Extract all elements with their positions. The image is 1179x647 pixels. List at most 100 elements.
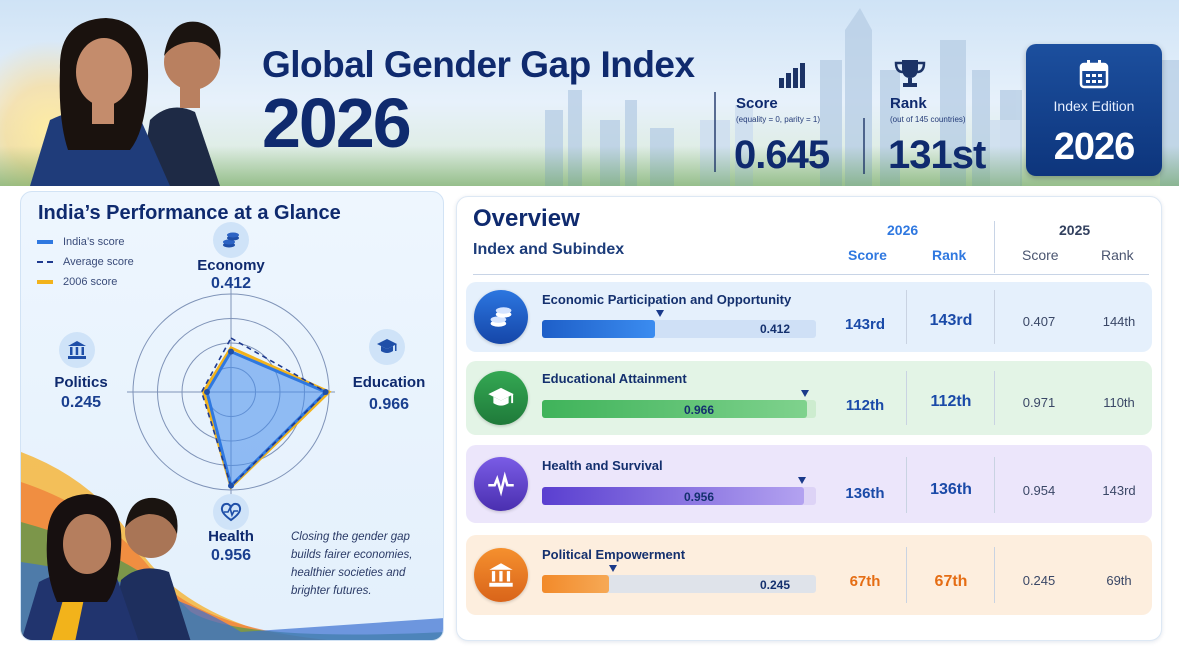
legend-swatch-india	[37, 240, 53, 244]
rank-label: Rank	[890, 95, 927, 112]
average-marker	[656, 310, 664, 317]
score-bar-value: 0.245	[760, 578, 791, 592]
row-icon-badge	[474, 290, 528, 344]
rank-2026: 112th	[930, 393, 972, 410]
subindex-name: Economic Participation and Opportunity	[542, 292, 792, 307]
score-bar-track	[542, 400, 816, 418]
row-divider	[906, 547, 907, 603]
axis-value-politics: 0.245	[60, 394, 102, 411]
glance-title: India’s Performance at a Glance	[38, 202, 341, 224]
legend-item-2006: 2006 score	[37, 272, 134, 292]
header-column-divider	[994, 221, 995, 273]
row-divider	[994, 457, 995, 513]
score-bar-fill	[542, 320, 655, 338]
score-bar-track	[542, 487, 816, 505]
score-label: Score	[736, 95, 778, 112]
edition-label: Index Edition	[1053, 98, 1135, 114]
radar-legend: India’s score Average score 2006 score	[37, 232, 134, 292]
overview-title: Overview	[473, 205, 580, 232]
rank-2025: 143rd	[1102, 483, 1136, 498]
parliament-icon	[489, 563, 513, 587]
column-year-2025: 2025	[1059, 222, 1091, 238]
radar-point-economy	[228, 348, 234, 355]
radar-point-politics	[203, 389, 210, 395]
parliament-icon	[68, 341, 86, 359]
radar-chart	[127, 288, 335, 496]
average-marker	[609, 565, 617, 572]
axis-label-health: Health	[208, 528, 254, 545]
axis-value-education: 0.966	[368, 396, 410, 413]
score-bar-value: 0.966	[684, 403, 715, 417]
heart-pulse-icon	[488, 471, 514, 497]
performance-glance-panel: India’s Performance at a Glance India’s …	[20, 191, 444, 641]
average-marker	[801, 390, 809, 397]
score-bar-value: 0.412	[760, 322, 791, 336]
header-rule	[473, 274, 1149, 275]
header-divider	[714, 92, 716, 172]
subindex-name: Political Empowerment	[542, 547, 686, 562]
row-divider	[906, 457, 907, 513]
trophy-icon	[894, 60, 926, 87]
legend-swatch-average	[37, 261, 53, 263]
professionals-illustration	[30, 18, 221, 186]
rank-2025: 144th	[1102, 314, 1136, 329]
score-rank-2026: 143rd	[844, 316, 886, 333]
score-2025: 0.971	[1022, 395, 1056, 410]
table-row[interactable]: Health and Survival 0.956 136th 136th 0.…	[466, 445, 1152, 523]
column-rank-2026: Rank	[932, 247, 967, 263]
coins-icon	[490, 307, 512, 327]
overview-panel: Overview Index and Subindex 2026 2025 Sc…	[456, 196, 1162, 641]
score-rank-2026: 112th	[845, 397, 885, 414]
overall-rank-value: 131st	[888, 133, 986, 177]
row-divider	[994, 371, 995, 425]
subindex-name: Health and Survival	[542, 458, 663, 473]
overall-score-value: 0.645	[734, 133, 830, 177]
row-icon-badge	[474, 548, 528, 602]
table-row[interactable]: Economic Participation and Opportunity 0…	[466, 282, 1152, 352]
closing-quote: Closing the gender gap builds fairer eco…	[291, 531, 413, 597]
legend-label-2006: 2006 score	[63, 276, 118, 288]
graduates-illustration	[21, 494, 191, 640]
legend-label-average: Average score	[63, 256, 134, 268]
column-rank-2025: Rank	[1101, 247, 1134, 263]
edition-year: 2026	[1053, 126, 1136, 168]
rank-note: (out of 145 countries)	[890, 115, 966, 124]
overview-subtitle: Index and Subindex	[473, 241, 625, 258]
score-note: (equality = 0, parity = 1)	[736, 115, 821, 124]
score-bar-track	[542, 575, 816, 593]
legend-label-india: India’s score	[63, 236, 125, 248]
table-row[interactable]: Political Empowerment 0.245 67th 67th 0.…	[466, 535, 1152, 615]
score-bar-track	[542, 320, 816, 338]
row-divider	[994, 547, 995, 603]
row-divider	[994, 290, 995, 344]
legend-item-average: Average score	[37, 252, 134, 272]
graduation-cap-icon	[377, 339, 397, 353]
axis-label-politics: Politics	[54, 374, 108, 391]
politics-icon-badge	[59, 332, 95, 368]
column-score-2026: Score	[848, 247, 887, 263]
graduation-cap-icon	[488, 387, 514, 406]
health-icon-badge	[213, 494, 249, 530]
axis-value-health: 0.956	[210, 547, 252, 564]
score-bar-fill	[542, 400, 807, 418]
score-bar-value: 0.956	[684, 490, 715, 504]
index-edition-card: Index Edition 2026	[1026, 44, 1162, 176]
column-year-2026: 2026	[887, 222, 919, 238]
radar-point-education	[322, 389, 329, 395]
table-row[interactable]: Educational Attainment 0.966 112th 112th…	[466, 361, 1152, 435]
row-divider	[906, 290, 907, 344]
row-icon-badge	[474, 371, 528, 425]
legend-swatch-2006	[37, 280, 53, 284]
rank-2026: 143rd	[929, 312, 973, 329]
rank-2025: 110th	[1103, 395, 1135, 410]
rank-2026: 67th	[934, 573, 968, 590]
rank-2026: 136th	[930, 481, 972, 498]
score-rank-2026: 136th	[845, 485, 885, 502]
score-2025: 0.245	[1022, 573, 1056, 588]
kpi-divider	[863, 118, 865, 174]
header-banner: Global Gender Gap Index 2026 Score (equa…	[0, 0, 1179, 186]
coins-icon	[223, 232, 239, 248]
bar-chart-icon	[779, 63, 805, 88]
axis-label-economy: Economy	[197, 257, 265, 274]
row-icon-badge	[474, 457, 528, 511]
